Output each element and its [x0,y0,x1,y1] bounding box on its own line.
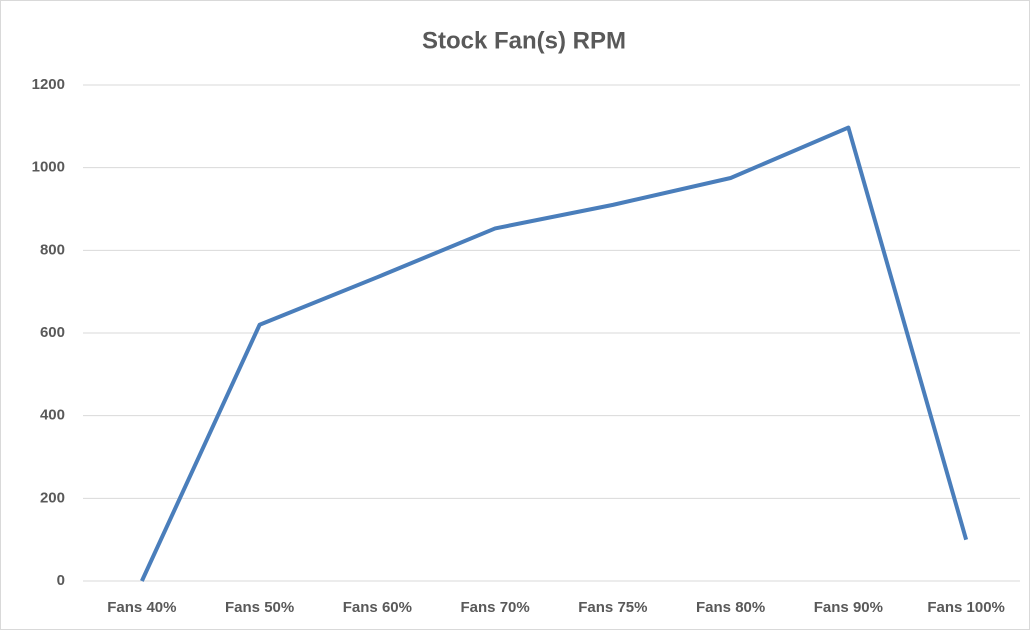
data-line [140,125,969,582]
x-tick-label: Fans 80% [696,599,765,616]
x-tick-label: Fans 70% [461,599,530,616]
y-tick-label: 400 [40,407,65,424]
x-tick-label: Fans 90% [814,599,883,616]
chart-title: Stock Fan(s) RPM [422,27,626,54]
y-tick-label: 200 [40,489,65,506]
x-tick-label: Fans 50% [225,599,294,616]
x-tick-label: Fans 100% [927,599,1005,616]
y-tick-label: 1200 [32,76,65,93]
x-tick-label: Fans 40% [107,599,176,616]
y-tick-label: 0 [57,572,65,589]
y-tick-label: 1000 [32,159,65,176]
y-tick-label: 600 [40,324,65,341]
x-tick-label: Fans 75% [578,599,647,616]
x-tick-label: Fans 60% [343,599,412,616]
y-tick-label: 800 [40,241,65,258]
